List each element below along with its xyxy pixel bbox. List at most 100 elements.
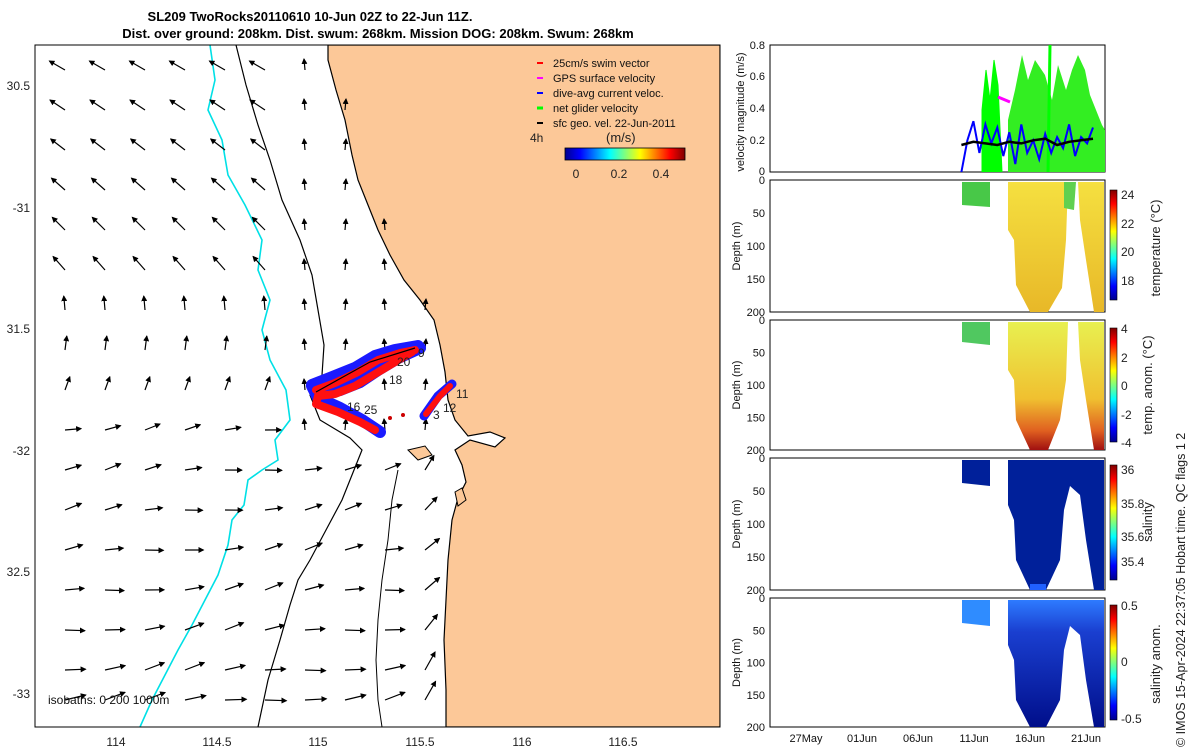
current-arrow <box>250 177 266 191</box>
current-arrow <box>344 693 367 701</box>
current-arrow <box>342 218 349 231</box>
salinity-anomaly-colorbar-gradient <box>1109 604 1118 721</box>
current-arrow <box>49 138 66 151</box>
isobath-200m <box>235 45 363 727</box>
velocity-y-label: velocity magnitude (m/s) <box>735 52 747 171</box>
current-arrow <box>381 378 388 391</box>
isobath-0m <box>375 469 399 727</box>
velocity-y-tick: 0.2 <box>750 135 765 147</box>
depth-axis-label: Depth (m) <box>731 361 743 410</box>
current-arrow <box>301 258 308 271</box>
current-arrow <box>172 255 186 271</box>
current-arrow <box>301 218 308 231</box>
current-arrow <box>224 425 242 432</box>
current-arrow <box>64 375 71 391</box>
current-arrow <box>224 375 231 391</box>
current-arrow <box>144 624 166 631</box>
current-arrow <box>61 295 68 311</box>
y-tick-label: 30.5 <box>7 79 31 93</box>
current-arrow <box>342 138 349 151</box>
current-arrow <box>301 98 308 111</box>
current-arrow <box>181 295 188 311</box>
temp-anomaly-patch-late <box>1078 322 1104 450</box>
y-tick-label: 31.5 <box>7 322 31 336</box>
current-arrow <box>301 378 308 391</box>
current-arrow <box>64 585 86 592</box>
depth-axes: 0 50 100 150 200 Depth (m) 0 50 100 150 200 Depth (… <box>731 175 765 734</box>
current-arrow <box>104 691 126 701</box>
current-arrow <box>264 542 284 551</box>
current-arrow <box>104 626 126 633</box>
temperature-colorbar-tick: 18 <box>1121 274 1135 288</box>
temp-anomaly-colorbar-tick: 0 <box>1121 379 1128 393</box>
current-arrow <box>89 99 106 111</box>
temperature-patch-green <box>1064 182 1076 210</box>
current-arrow <box>64 666 87 673</box>
current-arrow <box>91 216 106 231</box>
track-swim-east <box>423 383 453 417</box>
salinity-anomaly-panel <box>769 597 1106 728</box>
current-arrow <box>64 543 84 551</box>
date-tick-label: 27May <box>789 733 823 745</box>
date-tick-label: 11Jun <box>959 733 988 745</box>
date-axis: 27May 01Jun 06Jun 11Jun 16Jun 21Jun <box>789 733 1101 745</box>
temperature-colorbar: 24 22 20 18 temperature (°C) <box>1109 188 1163 301</box>
salinity-colorbar-tick: 35.6 <box>1121 530 1145 544</box>
temperature-patch-late <box>1078 182 1104 312</box>
current-arrow <box>101 295 108 311</box>
temp-anomaly-colorbar-tick: 4 <box>1121 322 1128 336</box>
velocity-sfc-geo-line <box>961 137 1094 147</box>
current-arrow <box>342 178 349 191</box>
velocity-net-glider-spike <box>1046 45 1052 172</box>
current-arrow <box>171 216 186 231</box>
isobaths-label: isobaths: 0 200 1000m <box>48 693 169 707</box>
current-arrow <box>381 258 388 271</box>
current-arrow <box>422 418 429 431</box>
depth-tick-label: 150 <box>747 552 765 564</box>
current-arrow <box>304 626 326 633</box>
temp-anomaly-colorbar: 4 2 0 -2 -4 temp. anom. (°C) <box>1109 322 1155 450</box>
x-tick-label: 114.5 <box>202 735 231 749</box>
current-arrow <box>104 545 125 552</box>
current-arrow <box>184 423 202 431</box>
current-arrow <box>384 663 407 671</box>
legend-label-dive-avg: dive-avg current veloc. <box>553 88 664 100</box>
current-arrow <box>64 502 83 511</box>
depth-tick-label: 0 <box>759 593 765 605</box>
current-arrow <box>132 255 146 271</box>
current-arrow <box>130 177 146 191</box>
current-arrow <box>263 335 270 351</box>
speed-colorbar: 4h (m/s) 0 0.2 0.4 <box>530 130 686 181</box>
current-arrow <box>424 576 441 591</box>
temperature-colorbar-tick: 24 <box>1121 188 1135 202</box>
current-arrow <box>301 418 308 431</box>
velocity-gps-surface <box>997 95 1011 104</box>
current-arrow <box>264 505 284 512</box>
map-frame <box>34 44 721 728</box>
current-arrow <box>221 295 228 311</box>
salinity-colorbar-tick: 36 <box>1121 463 1135 477</box>
depth-tick-label: 0 <box>759 175 765 187</box>
date-tick-label: 16Jun <box>1015 733 1045 745</box>
glider-track <box>306 340 457 438</box>
day-label: 18 <box>389 373 403 387</box>
salinity-panel <box>769 457 1106 591</box>
temp-anomaly-panel <box>769 319 1106 451</box>
current-arrow <box>301 338 308 351</box>
current-arrow <box>264 666 287 673</box>
salinity-patch-early <box>962 460 990 486</box>
depth-tick-label: 50 <box>753 486 765 498</box>
current-arrow <box>384 545 405 552</box>
temperature-colorbar-gradient <box>1109 189 1118 301</box>
current-arrow <box>184 584 205 591</box>
salinity-anomaly-patch-early <box>962 600 990 626</box>
current-arrow <box>304 542 324 551</box>
current-arrow <box>424 680 437 701</box>
current-arrow <box>344 666 367 673</box>
salinity-edge <box>1030 584 1046 590</box>
current-arrow <box>144 423 161 431</box>
day-label: 11 <box>456 387 469 401</box>
colorbar-tick: 0.4 <box>653 167 670 181</box>
temperature-colorbar-tick: 20 <box>1121 245 1135 259</box>
